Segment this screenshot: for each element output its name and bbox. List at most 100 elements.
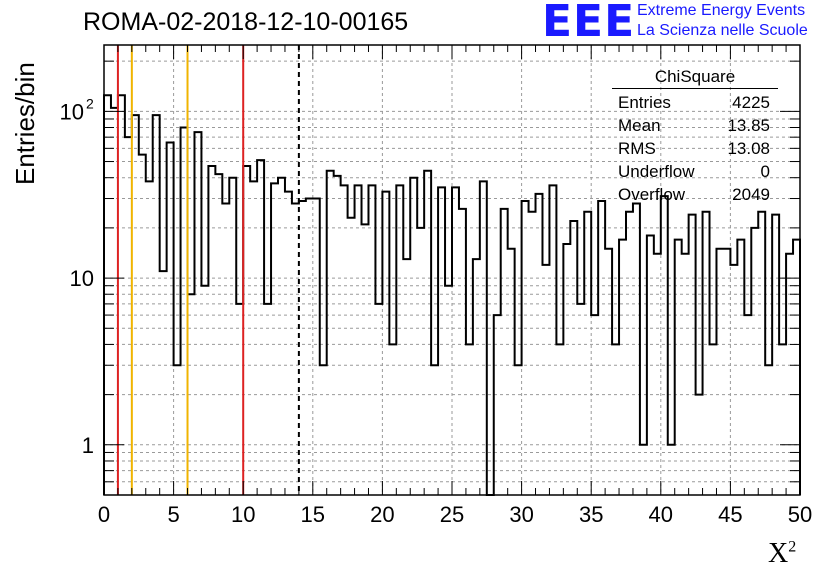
histogram-bin xyxy=(598,201,605,495)
histogram-bin xyxy=(480,181,487,495)
x-axis-label-base: X xyxy=(768,538,789,569)
histogram-bin xyxy=(542,265,549,495)
x-tick-label: 25 xyxy=(440,502,464,527)
logo-line-2: La Scienza nelle Scuole xyxy=(637,22,808,39)
histogram-bin xyxy=(737,240,744,495)
histogram-bin xyxy=(362,224,369,495)
histogram-bin xyxy=(181,128,188,495)
stats-row-mean: Mean 13.85 xyxy=(612,114,778,137)
histogram-bin xyxy=(459,209,466,495)
histogram-bin xyxy=(306,199,313,495)
histogram-bin xyxy=(536,194,543,495)
x-tick-label: 40 xyxy=(649,502,673,527)
histogram-bin xyxy=(689,215,696,495)
x-axis-label: X2 xyxy=(768,538,796,570)
x-tick-label: 30 xyxy=(509,502,533,527)
histogram-bin xyxy=(194,132,201,495)
histogram-bin xyxy=(243,166,250,495)
histogram-bin xyxy=(208,166,215,495)
histogram-bin xyxy=(160,271,167,495)
histogram-bin xyxy=(215,174,222,495)
x-tick-label: 35 xyxy=(579,502,603,527)
x-tick-label: 50 xyxy=(788,502,812,527)
histogram-bin xyxy=(313,199,320,495)
x-tick-label: 10 xyxy=(231,502,255,527)
histogram-bin xyxy=(222,204,229,495)
histogram-bin xyxy=(375,304,382,495)
y-tick-label: 10 xyxy=(70,266,94,291)
histogram-bin xyxy=(696,395,703,495)
histogram-bin xyxy=(619,240,626,495)
histogram-bin xyxy=(570,221,577,495)
y-tick-label: 10 xyxy=(60,99,84,124)
histogram-bin xyxy=(501,209,508,495)
histogram-bin xyxy=(118,95,125,495)
histogram-bin xyxy=(772,215,779,495)
histogram-bin xyxy=(396,185,403,495)
y-tick-label: 1 xyxy=(82,433,94,458)
histogram-bin xyxy=(605,249,612,495)
stats-label: Underflow xyxy=(618,162,695,181)
histogram-bin xyxy=(410,178,417,495)
histogram-bin xyxy=(125,137,132,495)
histogram-bin xyxy=(529,212,536,495)
stats-value: 4225 xyxy=(732,93,770,112)
histogram-bin xyxy=(661,196,668,495)
histogram-bin xyxy=(730,265,737,495)
x-axis-label-sup: 2 xyxy=(788,538,797,556)
histogram-bin xyxy=(779,344,786,495)
histogram-bin xyxy=(626,212,633,495)
eee-logo: EEE xyxy=(542,0,636,47)
histogram-bin xyxy=(445,286,452,495)
histogram-bin xyxy=(382,192,389,495)
stats-title: ChiSquare xyxy=(612,66,778,89)
histogram-bin xyxy=(758,212,765,495)
stats-box: ChiSquare Entries 4225 Mean 13.85 RMS 13… xyxy=(612,66,778,206)
histogram-bin xyxy=(174,365,181,495)
histogram-bin xyxy=(786,254,793,495)
histogram-bin xyxy=(438,187,445,495)
stats-row-rms: RMS 13.08 xyxy=(612,137,778,160)
histogram-bin xyxy=(751,228,758,495)
stats-row-underflow: Underflow 0 xyxy=(612,160,778,183)
histogram-bin xyxy=(556,344,563,495)
stats-value: 13.08 xyxy=(727,139,770,158)
histogram-bin xyxy=(236,304,243,495)
histogram-bin xyxy=(348,218,355,495)
histogram-bin xyxy=(403,259,410,495)
stats-value: 2049 xyxy=(732,185,770,204)
histogram-bin xyxy=(146,181,153,495)
histogram-bin xyxy=(633,204,640,495)
histogram-bin xyxy=(355,185,362,495)
histogram-bin xyxy=(452,187,459,495)
histogram-outline xyxy=(103,94,801,496)
histogram-bin xyxy=(341,185,348,495)
histogram-bin xyxy=(508,249,515,495)
x-tick-label: 20 xyxy=(370,502,394,527)
histogram-bin xyxy=(250,181,257,495)
y-tick-label-exponent: 2 xyxy=(86,95,94,111)
histogram-bin xyxy=(139,155,146,495)
histogram-bin xyxy=(675,240,682,495)
histogram-bin xyxy=(522,201,529,495)
histogram-bin xyxy=(264,304,271,495)
histogram-bin xyxy=(320,365,327,495)
stats-label: Mean xyxy=(618,116,661,135)
histogram-bin xyxy=(668,445,675,495)
histogram-bin xyxy=(153,115,160,495)
histogram-bin xyxy=(584,212,591,495)
stats-label: RMS xyxy=(618,139,656,158)
stats-row-overflow: Overflow 2049 xyxy=(612,183,778,206)
histogram-bin xyxy=(111,108,118,495)
histogram-bin xyxy=(271,183,278,495)
histogram-bin xyxy=(577,304,584,495)
x-tick-label: 0 xyxy=(98,502,110,527)
histogram-bin xyxy=(229,178,236,495)
stats-label: Overflow xyxy=(618,185,686,204)
histogram-bin xyxy=(723,249,730,495)
histogram-bin xyxy=(368,185,375,495)
x-tick-label: 5 xyxy=(167,502,179,527)
histogram-bin xyxy=(765,365,772,495)
histogram-bin xyxy=(104,95,111,495)
